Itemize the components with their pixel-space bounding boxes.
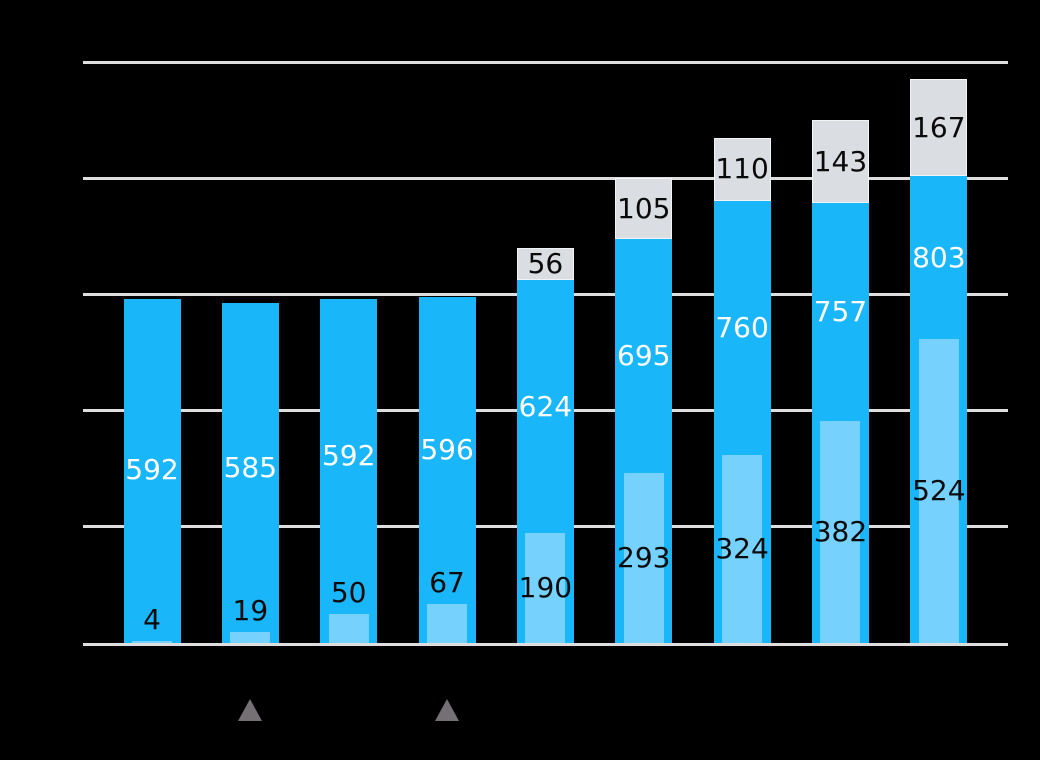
value-label-overlay: 293 xyxy=(617,540,671,574)
bar-segment-overlay xyxy=(230,631,271,646)
triangle-up-marker-icon xyxy=(435,699,460,721)
value-label-overlay: 324 xyxy=(715,531,769,565)
value-label-overlay: 67 xyxy=(429,566,465,600)
value-label-total: 760 xyxy=(715,311,769,345)
value-label-total: 757 xyxy=(813,295,868,329)
bar-segment-top xyxy=(713,137,771,202)
bar-segment-total xyxy=(320,299,378,646)
gridline xyxy=(83,176,1008,180)
bar-segment-top xyxy=(516,247,574,281)
value-label-total: 592 xyxy=(125,452,179,486)
bar-segment-overlay xyxy=(525,532,566,646)
bar-segment-total xyxy=(123,299,181,646)
value-label-overlay: 19 xyxy=(232,593,269,627)
bar-segment-total xyxy=(221,303,279,646)
value-label-top: 167 xyxy=(912,110,966,144)
x-axis-line xyxy=(83,642,1008,646)
bar-segment-top xyxy=(910,79,968,177)
value-label-overlay: 50 xyxy=(330,575,367,609)
bar-segment-overlay xyxy=(427,604,468,646)
bar-segment-overlay xyxy=(328,613,369,646)
value-label-overlay: 190 xyxy=(518,570,573,604)
gridline xyxy=(83,60,1008,64)
value-label-top: 105 xyxy=(617,191,671,225)
bar-segment-overlay xyxy=(623,472,664,646)
value-label-overlay: 4 xyxy=(143,602,161,636)
bar-segment-overlay xyxy=(722,454,763,646)
bar-segment-top xyxy=(615,178,673,240)
value-label-total: 695 xyxy=(617,338,671,372)
value-label-total: 592 xyxy=(321,439,376,473)
value-label-overlay: 382 xyxy=(813,515,868,549)
triangle-up-marker-icon xyxy=(238,699,263,721)
value-label-top: 56 xyxy=(527,247,564,281)
bar-segment-overlay xyxy=(918,338,959,646)
value-label-total: 596 xyxy=(420,433,474,467)
value-label-top: 110 xyxy=(715,152,769,186)
value-label-total: 624 xyxy=(518,389,573,423)
bar-segment-total xyxy=(418,296,476,646)
value-label-top: 143 xyxy=(813,144,868,178)
bar-segment-top xyxy=(811,120,869,204)
bar-segment-overlay xyxy=(820,421,861,646)
value-label-total: 585 xyxy=(223,450,278,484)
value-label-total: 803 xyxy=(912,240,966,274)
value-label-overlay: 524 xyxy=(912,473,966,507)
